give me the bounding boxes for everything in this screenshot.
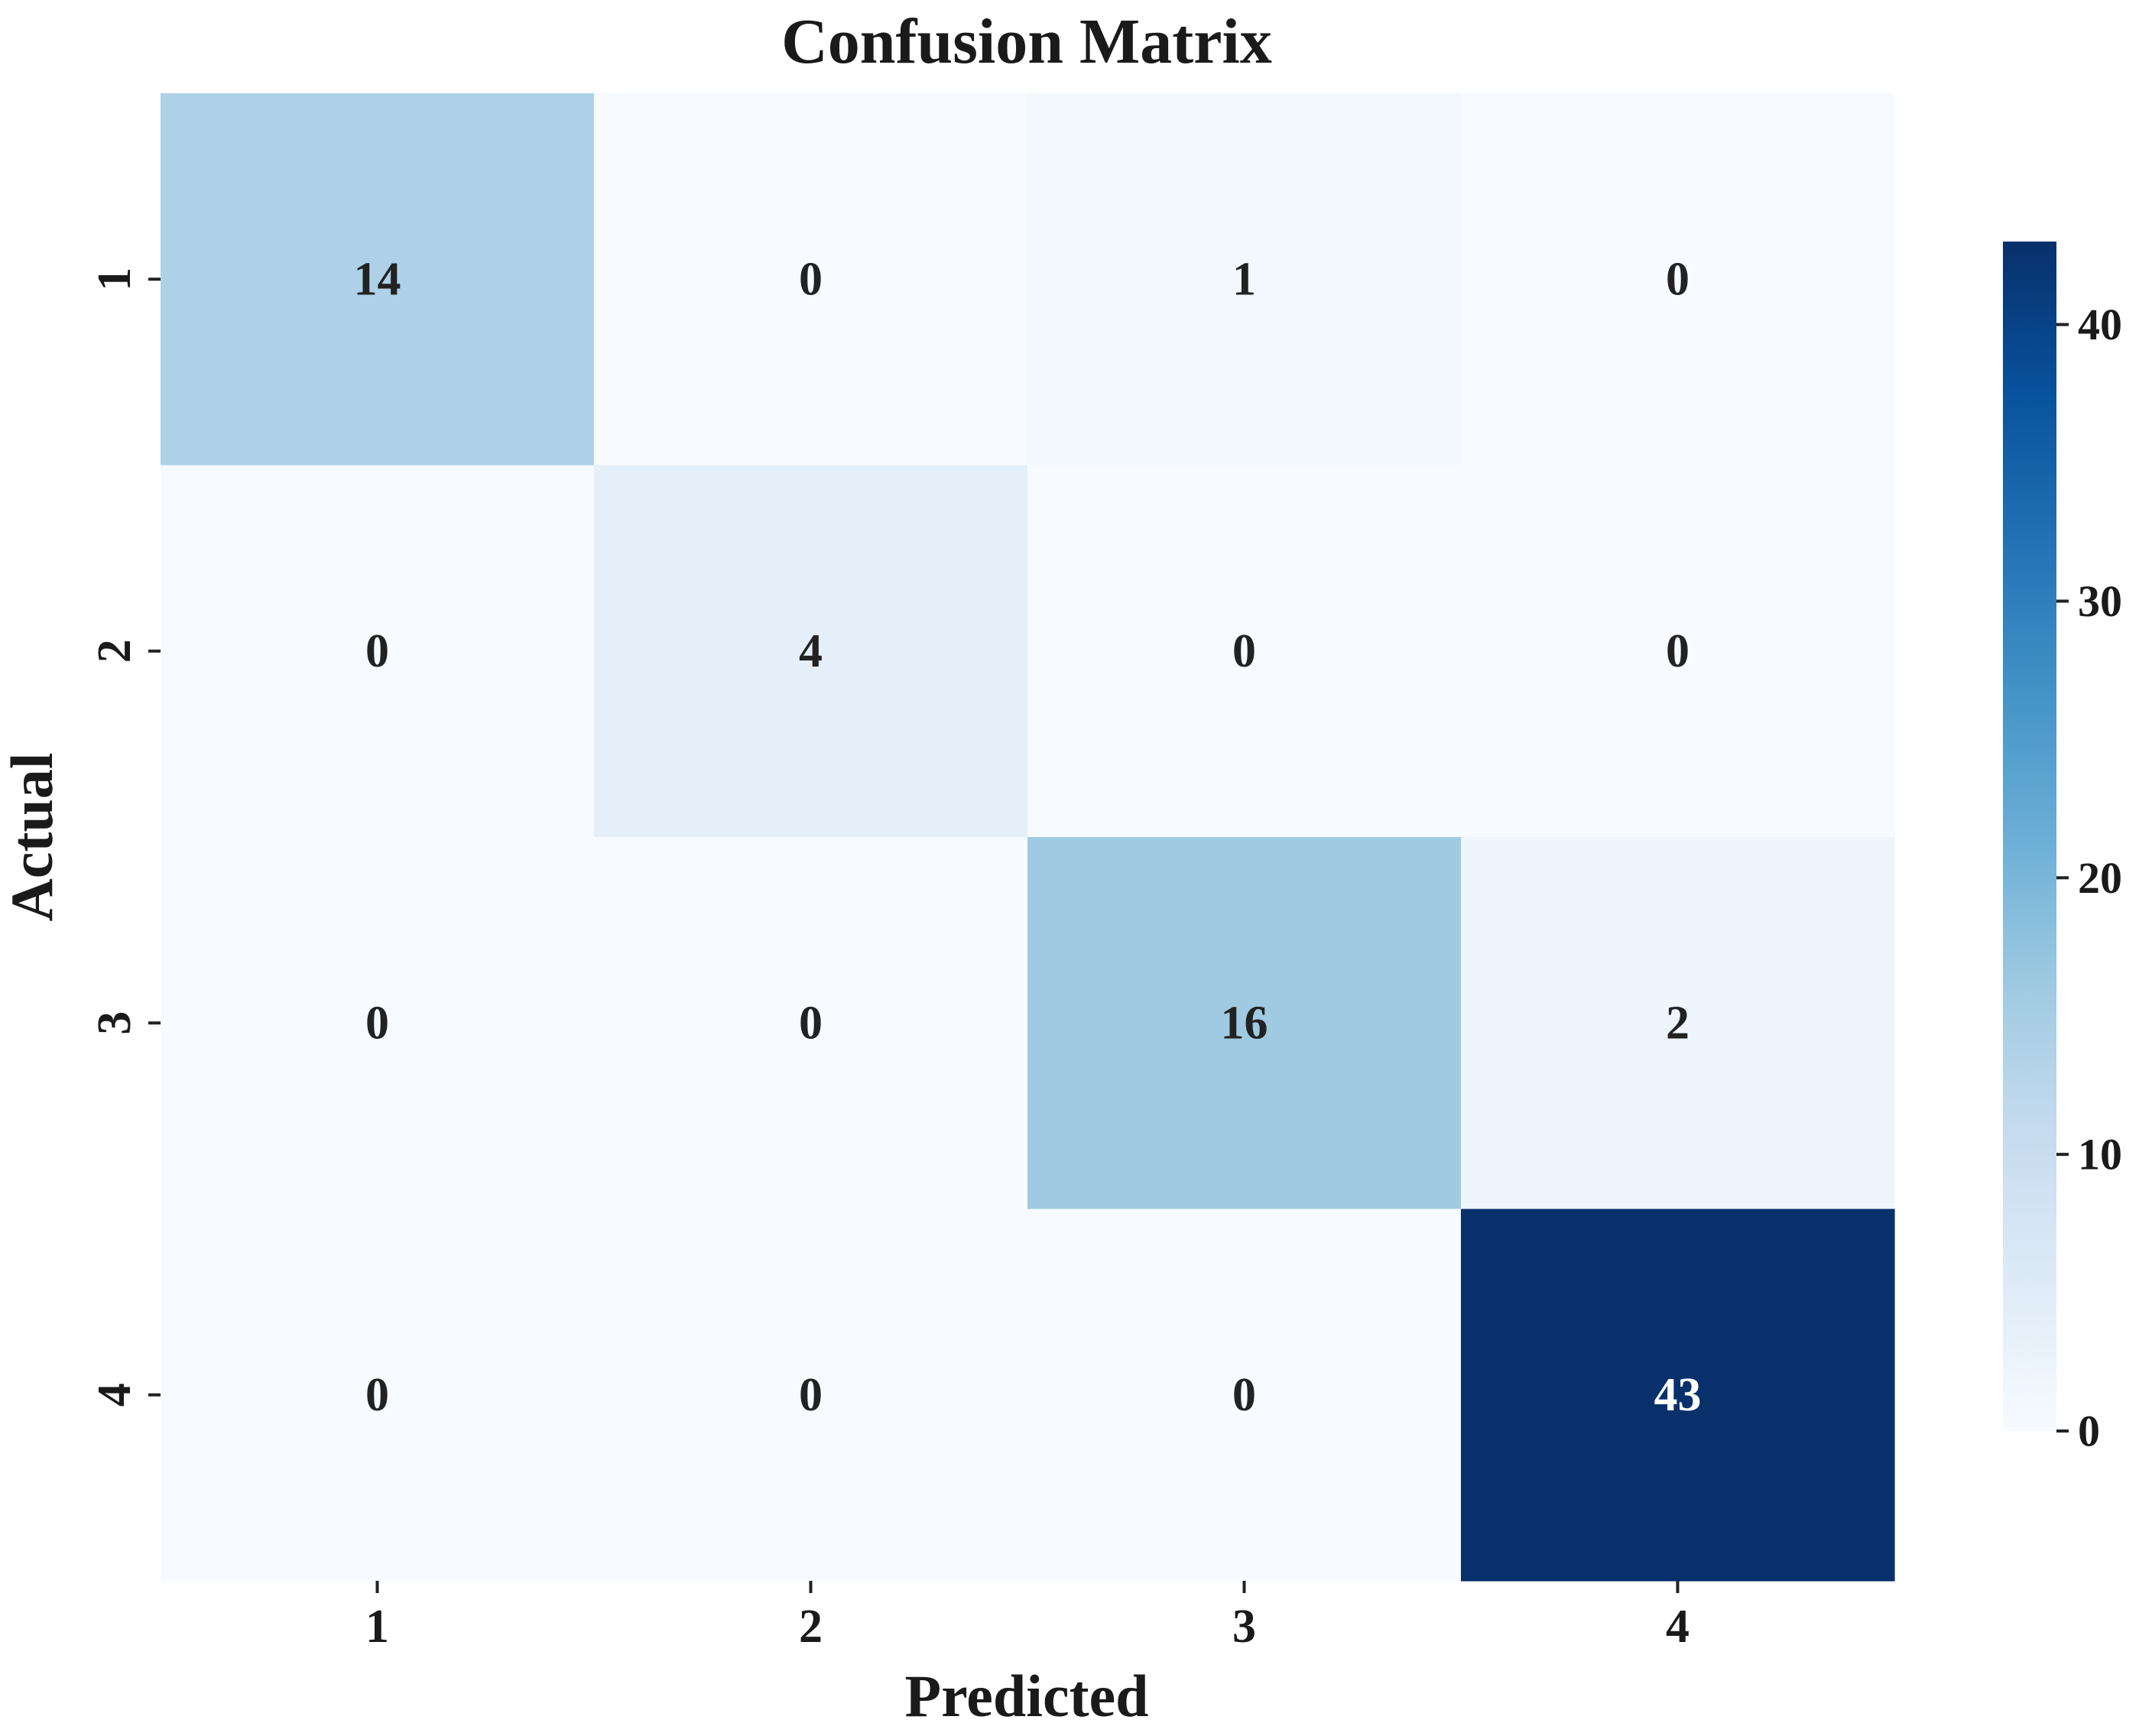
cell-annotation-r3-c1: 0 (365, 997, 389, 1049)
heatmap-cells (161, 93, 1895, 1582)
cell-annotation-r2-c1: 0 (365, 625, 389, 677)
colorbar-gradient (2003, 242, 2056, 1431)
colorbar-tick-label-40: 40 (2078, 300, 2122, 349)
x-tick-label-1: 1 (365, 1601, 389, 1653)
y-tick-label-2: 2 (89, 639, 141, 663)
heatmap-cell-r1-c2 (594, 93, 1028, 466)
cell-annotation-r1-c1: 14 (354, 253, 401, 305)
heatmap-cell-r1-c4 (1461, 93, 1895, 466)
y-tick-label-1: 1 (89, 268, 141, 291)
heatmap-cell-r2-c4 (1461, 465, 1895, 838)
cell-annotation-r1-c4: 0 (1666, 253, 1689, 305)
x-axis-ticks: 1 2 3 4 (365, 1581, 1689, 1653)
x-tick-label-4: 4 (1666, 1601, 1689, 1653)
cell-annotation-r4-c3: 0 (1232, 1369, 1256, 1421)
heatmap-cell-r2-c3 (1027, 465, 1462, 838)
cell-annotation-r2-c3: 0 (1232, 625, 1256, 677)
heatmap-cell-r3-c1 (161, 837, 595, 1210)
colorbar-tick-label-10: 10 (2078, 1130, 2122, 1180)
colorbar-tick-label-20: 20 (2078, 853, 2122, 903)
cell-annotation-r4-c1: 0 (365, 1369, 389, 1421)
colorbar: 0 10 20 30 40 (2003, 242, 2122, 1456)
colorbar-tick-label-30: 30 (2078, 576, 2122, 626)
cell-annotations: 14 0 1 0 0 4 0 0 0 0 16 2 0 0 0 43 (354, 253, 1702, 1421)
heatmap-cell-r4-c3 (1027, 1209, 1462, 1582)
cell-annotation-r1-c3: 1 (1232, 253, 1256, 305)
x-tick-label-2: 2 (799, 1601, 823, 1653)
chart-title: Confusion Matrix (781, 6, 1272, 77)
cell-annotation-r2-c2: 4 (799, 625, 823, 677)
x-axis-label: Predicted (904, 1663, 1148, 1729)
heatmap-cell-r2-c2 (594, 465, 1028, 838)
heatmap-cell-r4-c4 (1461, 1209, 1895, 1582)
heatmap-cell-r3-c2 (594, 837, 1028, 1210)
y-axis-ticks: 1 2 3 4 (89, 268, 161, 1407)
y-axis-label: Actual (0, 753, 65, 922)
y-tick-label-3: 3 (89, 1011, 141, 1035)
cell-annotation-r4-c4: 43 (1654, 1369, 1702, 1421)
heatmap-cell-r4-c2 (594, 1209, 1028, 1582)
heatmap-cell-r2-c1 (161, 465, 595, 838)
cell-annotation-r3-c4: 2 (1666, 997, 1689, 1049)
colorbar-tick-label-0: 0 (2078, 1407, 2100, 1456)
cell-annotation-r3-c2: 0 (799, 997, 823, 1049)
heatmap-cell-r1-c3 (1027, 93, 1462, 466)
cell-annotation-r2-c4: 0 (1666, 625, 1689, 677)
colorbar-ticks: 0 10 20 30 40 (2056, 300, 2122, 1456)
heatmap-cell-r1-c1 (161, 93, 595, 466)
y-tick-label-4: 4 (89, 1383, 141, 1407)
heatmap-cell-r3-c3 (1027, 837, 1462, 1210)
heatmap-cell-r3-c4 (1461, 837, 1895, 1210)
cell-annotation-r1-c2: 0 (799, 253, 823, 305)
x-tick-label-3: 3 (1232, 1601, 1256, 1653)
cell-annotation-r3-c3: 16 (1221, 997, 1268, 1049)
cell-annotation-r4-c2: 0 (799, 1369, 823, 1421)
heatmap-cell-r4-c1 (161, 1209, 595, 1582)
